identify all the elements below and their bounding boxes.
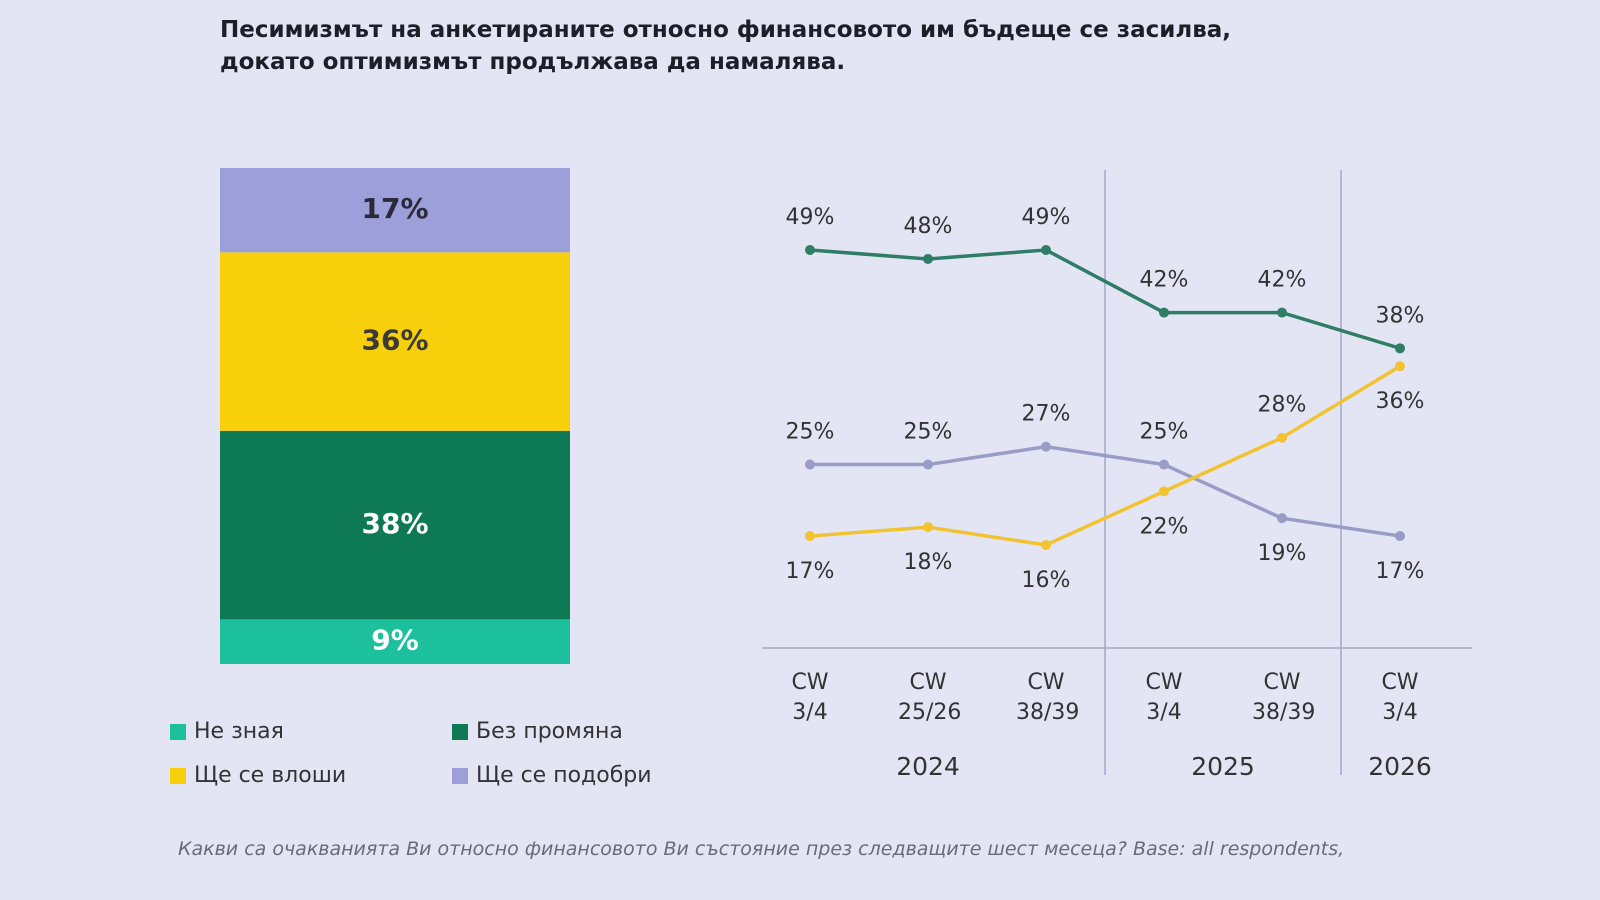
- line: [809, 364, 1401, 547]
- point: [805, 459, 815, 470]
- point: [1159, 307, 1169, 318]
- legend-label: Ще се подобри: [476, 763, 652, 788]
- data-label: 42%: [1258, 268, 1307, 293]
- data-label: 25%: [1140, 420, 1189, 445]
- data-label: 48%: [904, 214, 953, 239]
- x-tick-label: CW 3/4: [791, 670, 829, 725]
- line: [810, 444, 1401, 538]
- data-label: 17%: [361, 192, 428, 225]
- point: [805, 531, 815, 542]
- legend-swatch: [452, 724, 468, 740]
- data-label: 49%: [1022, 205, 1071, 230]
- data-label: 38%: [1376, 303, 1425, 328]
- data-label: 9%: [371, 624, 419, 657]
- data-label: 25%: [904, 420, 953, 445]
- footnote: Какви са очакванията Ви относно финансов…: [178, 838, 1345, 860]
- bar-segment: [220, 252, 570, 431]
- legend-swatch: [170, 724, 186, 740]
- bar-segment: [220, 430, 570, 620]
- data-label: 38%: [361, 507, 428, 540]
- data-label: 16%: [1022, 568, 1071, 593]
- point: [923, 459, 933, 470]
- data-label: 17%: [1376, 559, 1425, 584]
- bar-segment: [220, 619, 570, 664]
- point: [805, 245, 815, 255]
- point: [1395, 343, 1405, 354]
- legend-label: Без промяна: [476, 719, 623, 744]
- legend-label: Ще се влоши: [194, 763, 346, 788]
- legend-swatch: [170, 768, 186, 784]
- x-tick-label: CW 38/39: [1016, 670, 1080, 725]
- title: Песимизмът на анкетираните относно финан…: [220, 17, 1232, 75]
- data-label: 25%: [786, 420, 835, 445]
- x-tick-label: CW 3/4: [1381, 670, 1419, 725]
- point: [1277, 307, 1287, 318]
- point: [1159, 486, 1169, 497]
- point: [1277, 513, 1287, 524]
- point: [1395, 361, 1405, 372]
- data-label: 36%: [1376, 389, 1425, 414]
- year-label: 2024: [896, 752, 960, 781]
- bar-segment: [220, 168, 570, 253]
- data-label: 42%: [1140, 268, 1189, 293]
- year-label: 2025: [1191, 752, 1255, 781]
- point: [1159, 459, 1169, 470]
- x-tick-label: CW 38/39: [1252, 670, 1316, 725]
- point: [1041, 441, 1051, 452]
- line: [809, 248, 1401, 351]
- data-label: 27%: [1022, 402, 1071, 427]
- data-label: 49%: [786, 205, 835, 230]
- legend-label: Не зная: [194, 719, 284, 744]
- point: [1395, 531, 1405, 542]
- data-label: 36%: [361, 324, 428, 357]
- data-label: 17%: [786, 559, 835, 584]
- data-label: 28%: [1258, 393, 1307, 418]
- point: [1041, 540, 1051, 550]
- data-label: 18%: [904, 550, 953, 575]
- point: [923, 522, 933, 533]
- data-label: 22%: [1140, 514, 1189, 539]
- x-tick-label: CW 25/26: [898, 670, 962, 725]
- year-label: 2026: [1368, 752, 1432, 781]
- x-tick-label: CW 3/4: [1145, 670, 1183, 725]
- legend-swatch: [452, 768, 468, 784]
- point: [923, 253, 933, 264]
- point: [1277, 432, 1287, 443]
- point: [1041, 245, 1051, 255]
- data-label: 19%: [1258, 541, 1307, 566]
